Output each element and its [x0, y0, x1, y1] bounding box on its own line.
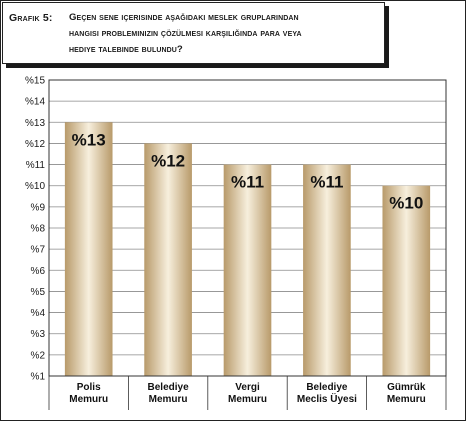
y-tick-label: %12 — [25, 139, 45, 150]
bar-data-label: %11 — [231, 173, 264, 192]
y-tick-label: %7 — [31, 245, 46, 256]
bar — [382, 185, 431, 376]
y-axis-ticks: %1 %2 %3 %4 %5 %6 %7 %8 %9 %10 %11 %12 %13 %14 %15 — [25, 76, 45, 383]
bar-data-label: %12 — [151, 151, 185, 170]
chart-title-line-1: Geçen sene içerisinde aşağıdaki meslek g… — [69, 12, 299, 23]
y-tick-label: %9 — [31, 202, 46, 213]
bar — [64, 122, 113, 377]
bars — [64, 122, 431, 377]
x-category-label: Polis Memuru — [69, 382, 108, 405]
data-labels: %13 %12 %11 %11 %10 — [72, 130, 424, 212]
plot-area-border — [48, 79, 447, 377]
x-axis-categories: Polis Memuru Belediye Memuru Vergi Memuru Bele… — [48, 376, 447, 410]
y-tick-label: %13 — [25, 118, 45, 129]
bar — [303, 164, 351, 376]
y-tick-label: %8 — [31, 224, 46, 235]
y-tick-label: %1 — [31, 372, 46, 383]
chart-title-line-2: hangisi probleminizin çözülmesi karşılığ… — [69, 28, 302, 39]
y-tick-label: %2 — [31, 350, 46, 361]
y-tick-label: %11 — [26, 160, 46, 171]
y-tick-label: %3 — [31, 329, 46, 340]
y-tick-label: %14 — [25, 97, 45, 108]
x-category-label: Belediye Memuru — [148, 382, 190, 405]
x-category-label: Belediye Meclis Üyesi — [297, 382, 357, 405]
chart-title-line-3: hediye talebinde bulundu? — [69, 44, 183, 55]
bar — [223, 164, 272, 376]
y-tick-label: %15 — [25, 76, 45, 87]
y-tick-label: %10 — [25, 181, 45, 192]
x-category-label: Vergi Memuru — [228, 382, 267, 405]
bar-data-label: %13 — [72, 130, 106, 149]
y-tick-label: %6 — [31, 266, 46, 277]
x-category-label: Gümrük Memuru — [387, 382, 426, 405]
y-tick-label: %5 — [31, 287, 46, 298]
bar — [144, 143, 192, 376]
figure-number: Grafik 5: — [9, 12, 53, 24]
bar-data-label: %10 — [389, 194, 423, 213]
chart-title-box: Grafik 5: Geçen sene içerisinde aşağıdak… — [2, 2, 385, 64]
y-tick-label: %4 — [31, 308, 46, 319]
bar-data-label: %11 — [310, 173, 343, 192]
